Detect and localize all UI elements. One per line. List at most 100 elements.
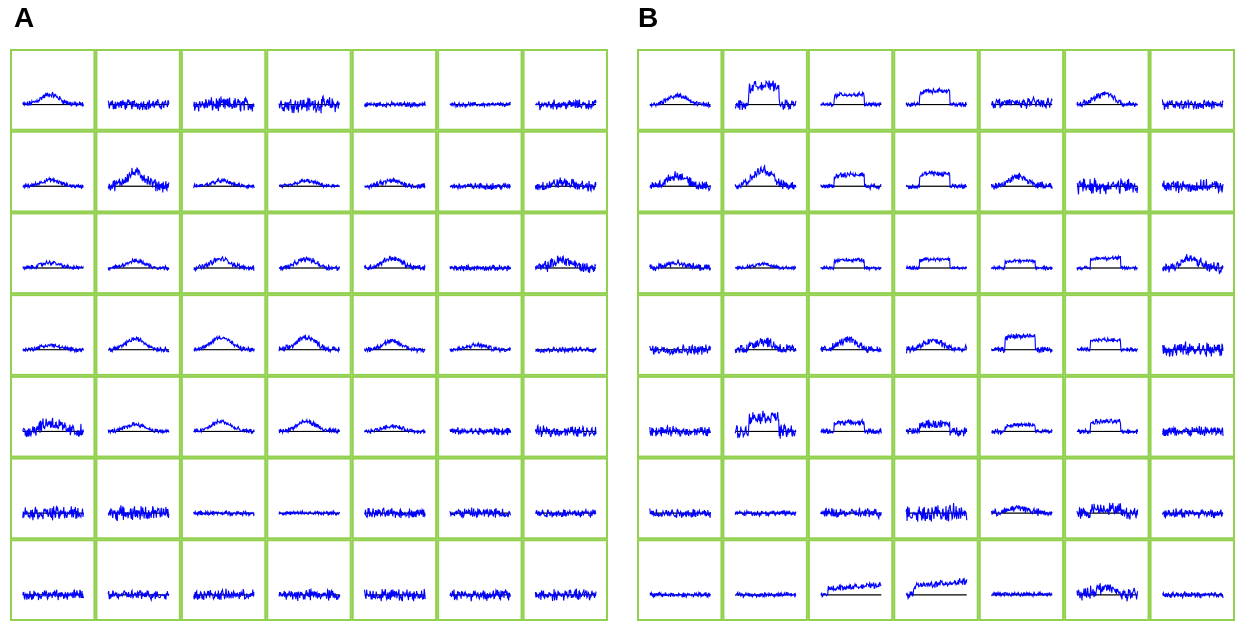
panel-a-cell-r7-c5 [351,539,438,621]
cell-border [437,130,523,213]
cell-border [180,375,267,458]
panel-a-cell-r6-c4 [266,457,352,540]
cell-border [807,375,894,458]
signal-trace [820,257,882,272]
signal-trace [534,177,597,193]
cell-border [266,294,352,376]
panel-b-cell-r4-c7 [1149,294,1235,376]
panel-a-cell-r4-c1 [10,294,96,376]
signal-trace [107,505,170,522]
panel-b-trace-grid [637,49,1235,621]
cell-border [437,457,523,540]
panel-b-cell-r2-c1 [637,130,723,213]
cell-border [437,294,523,376]
cell-border [1064,539,1150,621]
cell-border [10,539,96,621]
panel-a-cell-r6-c3 [180,457,267,540]
cell-border [893,130,979,213]
cell-border [1149,457,1235,540]
cell-border [978,49,1065,131]
cell-border [1064,294,1150,376]
cell-border [351,375,438,458]
signal-trace [905,577,968,601]
signal-trace [820,506,882,521]
signal-trace [364,176,426,191]
panel-b-cell-r2-c3 [807,130,894,213]
signal-trace [279,178,340,190]
cell-border [522,212,608,295]
signal-trace [193,418,255,435]
panel-a-cell-r2-c5 [351,130,438,213]
panel-b-cell-r5-c2 [722,375,808,458]
signal-trace [734,590,797,599]
cell-border [722,539,808,621]
cell-border [807,130,894,213]
cell-border [637,294,723,376]
trace-grid-svg [10,49,608,621]
panel-a-cell-r5-c5 [351,375,438,458]
cell-border [893,49,979,131]
panel-a-cell-r5-c2 [95,375,181,458]
signal-trace [990,95,1053,109]
signal-trace [991,421,1053,436]
panel-b-cell-r1-c3 [807,49,894,131]
signal-trace [107,99,170,111]
panel-b-cell-r6-c6 [1064,457,1150,540]
panel-b-cell-r7-c7 [1149,539,1235,621]
panel-a-cell-r4-c7 [522,294,608,376]
panel-a-cell-r3-c1 [10,212,96,295]
signal-trace [193,255,255,273]
panel-a-cell-r3-c5 [351,212,438,295]
cell-border [1064,457,1150,540]
panel-a-cell-r4-c3 [180,294,267,376]
panel-b-cell-r2-c6 [1064,130,1150,213]
signal-trace [1076,254,1138,272]
signal-trace [649,171,712,192]
panel-b-cell-r5-c6 [1064,375,1150,458]
panel-a-cell-r3-c3 [180,212,267,295]
panel-b-cell-r4-c2 [722,294,808,376]
panel-a-cell-r7-c7 [522,539,608,621]
signal-trace [363,338,426,355]
panel-a-cell-r3-c7 [522,212,608,295]
cell-border [893,212,979,295]
signal-trace [107,421,170,435]
panel-b-cell-r2-c4 [893,130,979,213]
cell-border [10,130,96,213]
cell-border [807,294,894,376]
panel-a-cell-r4-c2 [95,294,181,376]
cell-border [437,49,523,131]
cell-border [266,539,352,621]
signal-trace [535,507,597,518]
cell-border [180,294,267,376]
signal-trace [820,580,882,599]
panel-b-cell-r7-c2 [722,539,808,621]
trace-grid-svg [637,49,1235,621]
signal-trace [1076,583,1139,602]
cell-border [893,539,979,621]
cell-border [1149,539,1235,621]
signal-trace [278,255,340,272]
panel-a-cell-r1-c3 [180,49,267,131]
signal-trace [1076,178,1139,195]
panel-b-cell-r5-c5 [978,375,1065,458]
panel-a-cell-r7-c2 [95,539,181,621]
signal-trace [449,507,512,519]
signal-trace [534,588,597,601]
signal-trace [905,419,968,438]
cell-border [10,212,96,295]
cell-border [1149,375,1235,458]
panel-a-cell-r5-c1 [10,375,96,458]
signal-trace [1076,418,1139,435]
panel-b-cell-r1-c6 [1064,49,1150,131]
signal-trace [734,163,797,190]
panel-b-cell-r2-c2 [722,130,808,213]
cell-border [637,49,723,131]
signal-trace [534,254,597,273]
cell-border [893,375,979,458]
panel-a-cell-r2-c6 [437,130,523,213]
signal-trace [734,337,797,354]
panel-a-cell-r6-c2 [95,457,181,540]
signal-trace [22,504,85,521]
cell-border [978,130,1065,213]
